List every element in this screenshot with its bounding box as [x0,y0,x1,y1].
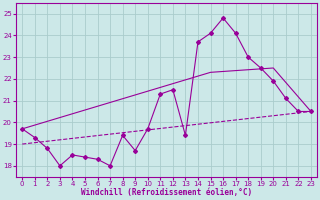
X-axis label: Windchill (Refroidissement éolien,°C): Windchill (Refroidissement éolien,°C) [81,188,252,197]
